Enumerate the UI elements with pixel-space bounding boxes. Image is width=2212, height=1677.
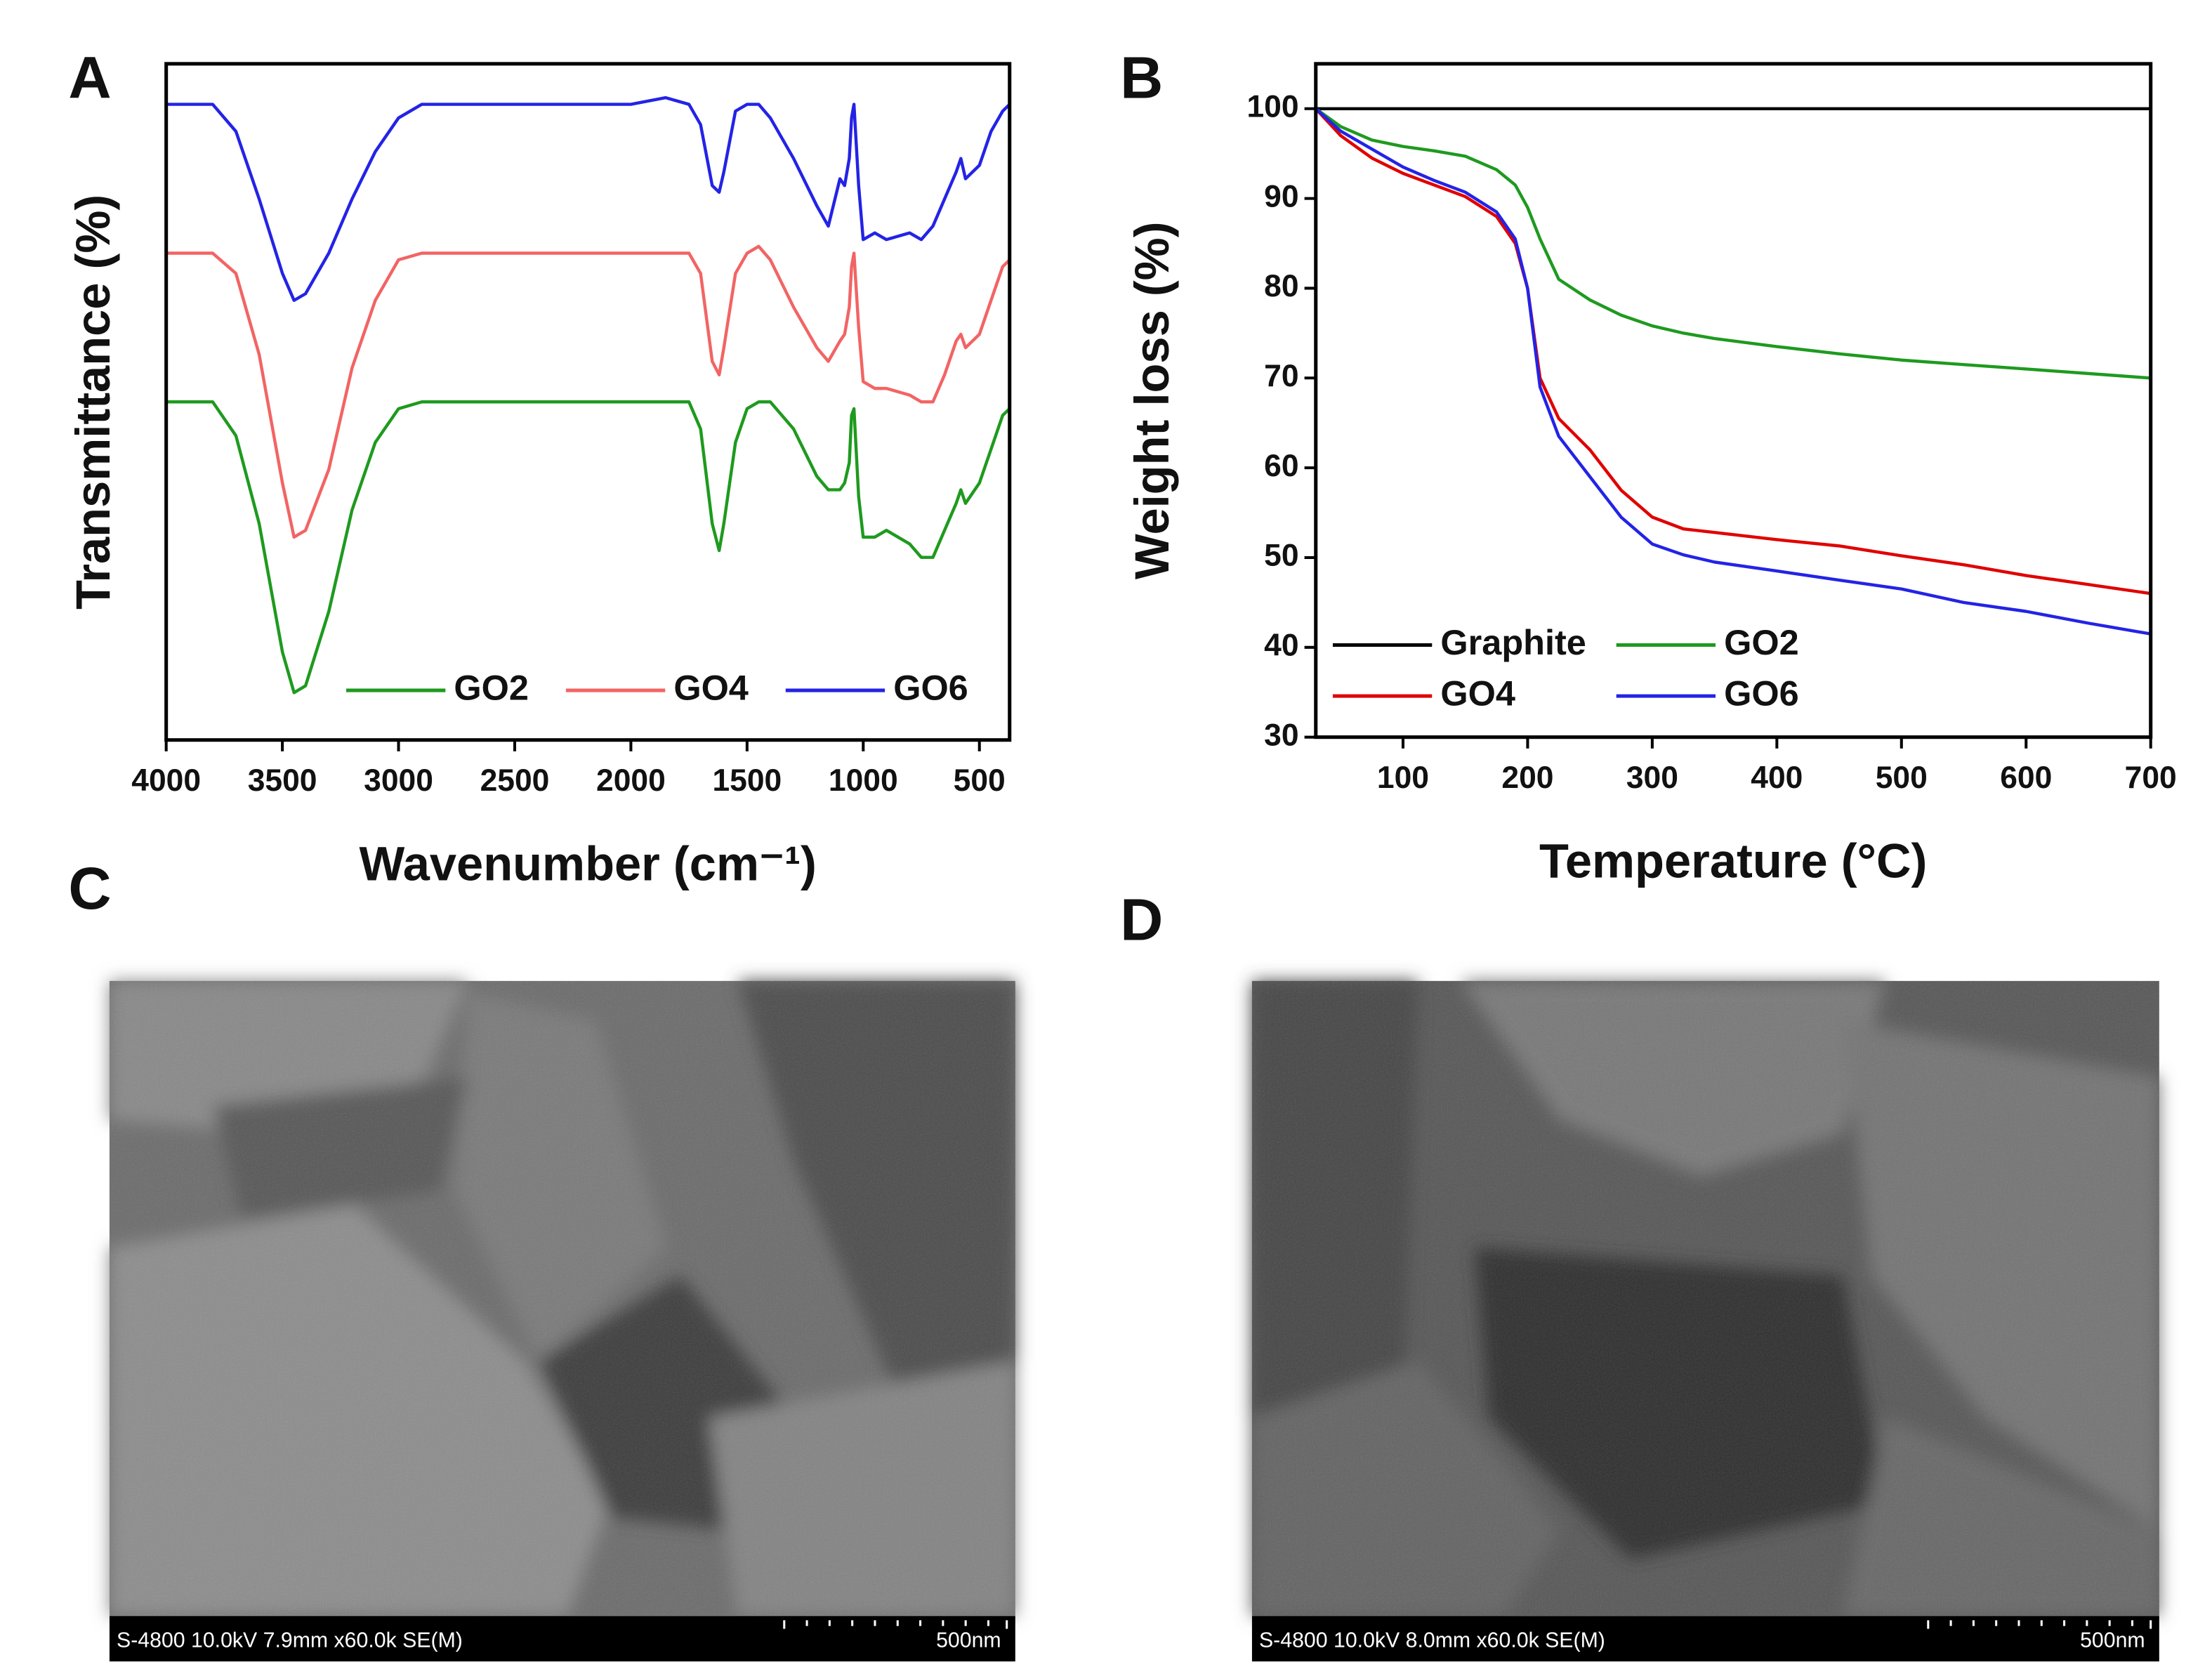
sem-noise <box>1251 980 2159 1617</box>
sem-scale: 500nm <box>2080 1629 2145 1652</box>
legend-label: GO2 <box>454 667 529 707</box>
panel-label: B <box>1120 44 1163 110</box>
sem-info-bar <box>1251 1616 2159 1662</box>
legend-label: GO6 <box>1724 673 1799 713</box>
legend-label: GO2 <box>1724 622 1799 662</box>
y-tick-label: 40 <box>1264 629 1298 663</box>
x-tick-label: 500 <box>954 763 1006 798</box>
x-tick-label: 2500 <box>480 763 550 798</box>
x-tick-label: 700 <box>2125 761 2177 795</box>
x-tick-label: 400 <box>1751 761 1803 795</box>
sem-panel: D S-4800 10.0kV 8.0mm x60.0k SE(M) 500nm <box>1120 886 2159 1662</box>
x-tick-label: 500 <box>1876 761 1928 795</box>
x-tick-label: 300 <box>1626 761 1678 795</box>
x-tick-label: 100 <box>1377 761 1429 795</box>
sem-noise <box>109 980 1015 1617</box>
sem-scale-bar <box>1927 1620 2152 1629</box>
data-line <box>1315 107 2152 636</box>
x-tick-label: 200 <box>1501 761 1553 795</box>
y-tick-label: 100 <box>1246 89 1298 124</box>
sem-panel: C S-4800 10.0kV 7.9mm x60.0k SE(M) 500nm <box>68 855 1015 1662</box>
legend-label: GO6 <box>893 667 968 707</box>
y-tick-label: 70 <box>1264 359 1298 393</box>
x-tick-label: 600 <box>2000 761 2052 795</box>
data-line <box>166 244 1011 539</box>
x-axis-title: Temperature (°C) <box>1539 834 1927 888</box>
sem-info: S-4800 10.0kV 8.0mm x60.0k SE(M) <box>1259 1629 1605 1652</box>
y-tick-label: 80 <box>1264 269 1298 303</box>
x-tick-label: 4000 <box>131 763 201 798</box>
x-tick-label: 3500 <box>248 763 317 798</box>
y-tick-label: 60 <box>1264 449 1298 483</box>
y-tick-label: 30 <box>1264 718 1298 752</box>
y-axis-title: Transmittance (%) <box>66 195 120 610</box>
sem-info: S-4800 10.0kV 7.9mm x60.0k SE(M) <box>117 1629 463 1652</box>
legend-label: GO4 <box>1440 673 1515 713</box>
legend-label: Graphite <box>1440 622 1586 662</box>
panel-label: A <box>68 44 111 110</box>
x-tick-label: 2000 <box>596 763 666 798</box>
data-line <box>166 400 1011 695</box>
data-line <box>1315 107 2151 380</box>
plot-frame <box>164 62 1012 742</box>
x-tick-label: 1000 <box>829 763 898 798</box>
x-tick-label: 1500 <box>712 763 782 798</box>
sem-scale: 500nm <box>936 1629 1001 1652</box>
panel-label: C <box>68 855 111 921</box>
x-axis-title: Wavenumber (cm⁻¹) <box>359 837 816 891</box>
data-line <box>166 96 1011 302</box>
y-tick-label: 50 <box>1264 539 1298 573</box>
legend-label: GO4 <box>673 667 749 707</box>
x-tick-label: 3000 <box>364 763 433 798</box>
sem-scale-bar <box>783 1620 1008 1629</box>
y-axis-title: Weight loss (%) <box>1125 221 1179 579</box>
sem-info-bar <box>109 1616 1015 1662</box>
plot-frame <box>1314 62 2153 739</box>
panel-label: D <box>1120 886 1163 953</box>
data-line <box>1315 107 2152 596</box>
y-tick-label: 90 <box>1264 179 1298 213</box>
